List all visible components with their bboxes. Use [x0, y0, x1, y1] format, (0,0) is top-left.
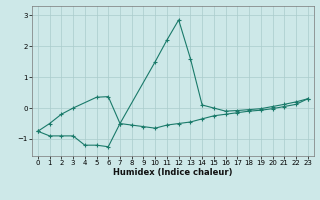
X-axis label: Humidex (Indice chaleur): Humidex (Indice chaleur) — [113, 168, 233, 177]
